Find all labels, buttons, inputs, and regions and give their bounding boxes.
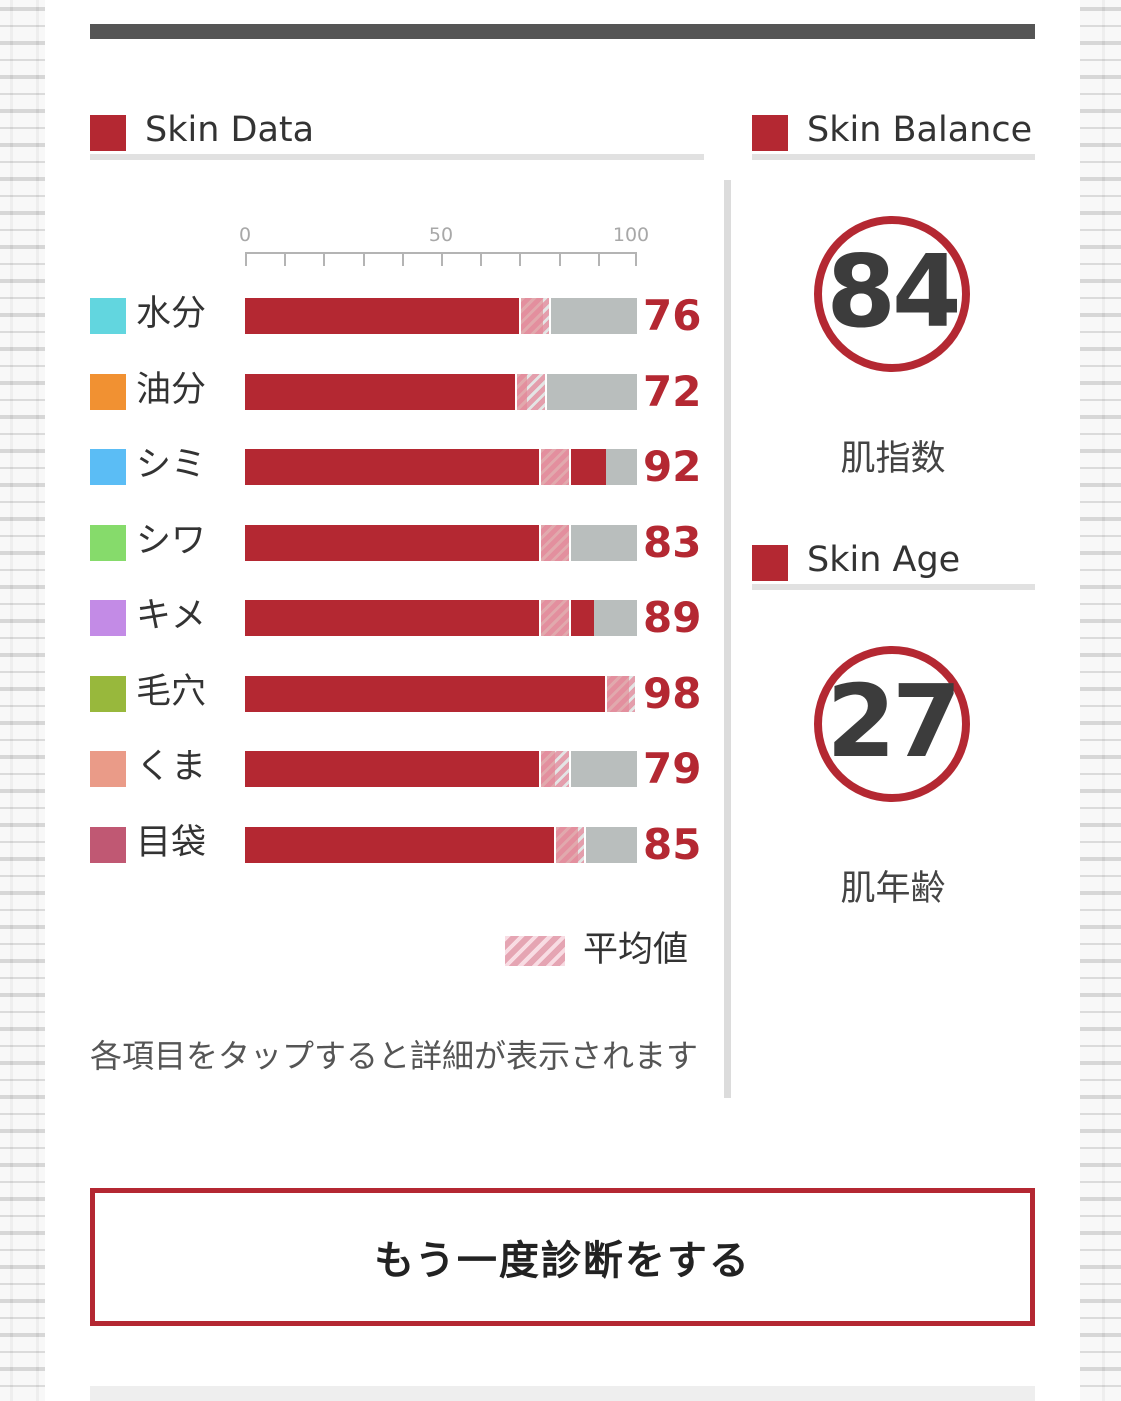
axis-tick	[598, 252, 600, 266]
skin-item-label: シワ	[136, 521, 207, 561]
skin-item-label: 油分	[136, 370, 207, 410]
skin-item-value: 79	[643, 744, 702, 793]
skin-age-score: 27	[826, 663, 961, 780]
skin-age-caption: 肌年齢	[840, 869, 946, 909]
column-divider	[724, 180, 731, 1098]
skin-item-label: 毛穴	[136, 672, 207, 712]
axis-tick	[559, 252, 561, 266]
skin-item-label: くま	[136, 747, 207, 787]
axis-tick	[363, 252, 365, 266]
skin-age-score-circle: 27	[814, 646, 970, 802]
axis-tick	[635, 252, 637, 266]
skin-data-header: Skin Data	[90, 100, 704, 160]
section-underline	[752, 154, 1035, 160]
skin-item-eye-bags[interactable]: 目袋 85	[90, 820, 710, 869]
value-bar	[245, 751, 555, 787]
skin-balance-score-circle: 84	[814, 216, 970, 372]
bar-track	[245, 600, 637, 636]
tap-hint-text: 各項目をタップすると詳細が表示されます	[90, 1037, 699, 1075]
skin-item-value: 98	[643, 669, 702, 718]
average-marker	[554, 827, 587, 863]
axis-label-0: 0	[238, 224, 252, 246]
average-marker	[538, 525, 571, 561]
value-bar	[245, 676, 630, 712]
skin-item-value: 89	[643, 593, 702, 642]
skin-item-value: 72	[643, 367, 702, 416]
average-legend-label: 平均値	[583, 930, 689, 970]
skin-age-title: Skin Age	[807, 540, 961, 580]
color-swatch	[90, 827, 126, 863]
skin-balance-score: 84	[826, 233, 961, 350]
color-swatch	[90, 525, 126, 561]
bar-track	[245, 827, 637, 863]
bar-track	[245, 374, 637, 410]
color-swatch	[90, 676, 126, 712]
average-marker	[538, 751, 571, 787]
bar-track	[245, 676, 638, 712]
axis-tick	[402, 252, 404, 266]
bar-track	[245, 298, 637, 334]
axis-tick	[284, 252, 286, 266]
skin-item-oil[interactable]: 油分 72	[90, 367, 710, 416]
axis-tick	[480, 252, 482, 266]
color-swatch	[90, 751, 126, 787]
skin-item-dark-circles[interactable]: くま 79	[90, 744, 710, 793]
skin-item-pores[interactable]: 毛穴 98	[90, 669, 710, 718]
section-underline	[752, 584, 1035, 590]
section-marker-icon	[90, 115, 126, 151]
skin-item-label: キメ	[136, 596, 207, 636]
value-bar	[245, 600, 594, 636]
skin-item-texture[interactable]: キメ 89	[90, 593, 710, 642]
chart-axis	[245, 252, 637, 266]
average-marker	[519, 298, 552, 334]
average-legend-swatch	[505, 936, 565, 966]
color-swatch	[90, 298, 126, 334]
axis-label-100: 100	[612, 224, 650, 246]
axis-tick	[441, 252, 443, 266]
average-marker	[538, 449, 571, 485]
skin-item-label: シミ	[136, 445, 207, 485]
bar-track	[245, 525, 637, 561]
section-underline	[90, 154, 704, 160]
value-bar	[245, 298, 543, 334]
skin-item-moisture[interactable]: 水分 76	[90, 291, 710, 340]
value-bar	[245, 525, 571, 561]
section-marker-icon	[752, 545, 788, 581]
skin-item-value: 83	[643, 518, 702, 567]
skin-data-title: Skin Data	[145, 110, 315, 150]
skin-item-spots[interactable]: シミ 92	[90, 442, 710, 491]
skin-item-label: 目袋	[136, 823, 207, 863]
bar-track	[245, 449, 637, 485]
axis-label-50: 50	[428, 224, 454, 246]
average-marker	[538, 600, 571, 636]
skin-item-value: 85	[643, 820, 702, 869]
color-swatch	[90, 374, 126, 410]
value-bar	[245, 827, 579, 863]
skin-item-value: 76	[643, 291, 702, 340]
next-section-edge	[90, 1386, 1035, 1401]
skin-balance-title: Skin Balance	[807, 110, 1033, 150]
bar-track	[245, 751, 637, 787]
skin-balance-caption: 肌指数	[840, 439, 946, 479]
color-swatch	[90, 600, 126, 636]
skin-item-value: 92	[643, 442, 702, 491]
section-marker-icon	[752, 115, 788, 151]
skin-balance-header: Skin Balance	[752, 100, 1035, 160]
skin-age-header: Skin Age	[752, 530, 1035, 590]
axis-tick	[245, 252, 247, 266]
skin-item-wrinkles[interactable]: シワ 83	[90, 518, 710, 567]
retry-diagnosis-button[interactable]: もう一度診断をする	[90, 1188, 1035, 1326]
skin-item-label: 水分	[136, 294, 207, 334]
axis-tick	[323, 252, 325, 266]
color-swatch	[90, 449, 126, 485]
average-marker	[515, 374, 548, 410]
top-divider-bar	[90, 24, 1035, 39]
value-bar	[245, 374, 528, 410]
average-marker	[605, 676, 638, 712]
axis-tick	[519, 252, 521, 266]
